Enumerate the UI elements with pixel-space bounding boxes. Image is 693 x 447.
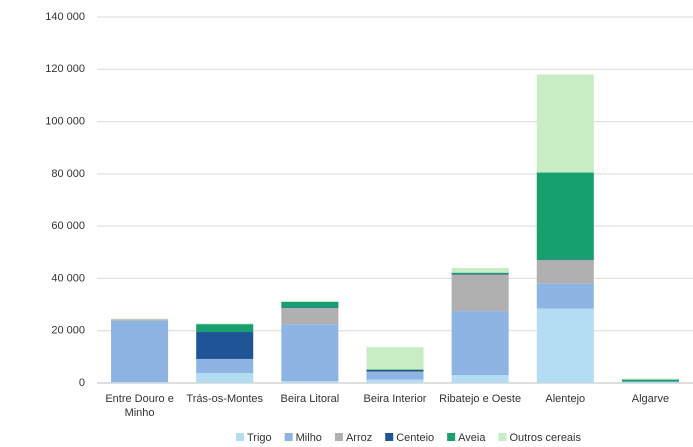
y-tick-label: 140 000 <box>45 11 85 23</box>
bar-segment <box>366 379 424 383</box>
bar-segment <box>281 307 339 325</box>
legend-swatch <box>284 433 293 441</box>
x-tick-label: Ribatejo e Oeste <box>439 393 522 405</box>
bar-segment <box>536 172 594 260</box>
bar-segment <box>536 308 594 383</box>
y-tick-label: 0 <box>79 377 85 389</box>
bar-segment <box>451 375 509 383</box>
y-tick-label: 20 000 <box>51 325 85 337</box>
y-tick-label: 120 000 <box>45 63 85 75</box>
legend-swatch <box>334 433 343 441</box>
y-tick-label: 60 000 <box>51 220 85 232</box>
legend-swatch <box>498 433 507 441</box>
bar-segment <box>196 324 254 333</box>
bar-segment <box>621 379 679 382</box>
legend-label: Trigo <box>247 432 272 444</box>
bar-segment <box>621 378 679 380</box>
legend-label: Centeio <box>396 432 434 444</box>
x-tick-label: Beira Litoral <box>280 393 340 405</box>
bar-segment <box>366 372 424 380</box>
bar-segment <box>366 369 424 372</box>
x-tick-label: Entre Douro e Minho <box>105 393 174 419</box>
bar-segment <box>366 371 424 373</box>
bar-segment <box>281 301 339 308</box>
bar-segment <box>196 373 254 383</box>
bar-segment <box>281 300 339 302</box>
bar-segment <box>536 74 594 173</box>
bar-segment <box>366 369 424 370</box>
bar-segment <box>536 283 594 309</box>
y-tick-label: 40 000 <box>51 272 85 284</box>
bar-segment <box>536 259 594 261</box>
legend-swatch <box>447 433 456 441</box>
x-tick-label: Algarve <box>631 393 670 405</box>
bar-segment <box>281 324 339 382</box>
bar-segment <box>451 273 509 275</box>
bar-segment <box>366 347 424 370</box>
legend-label: Arroz <box>346 432 372 444</box>
bar-segment <box>196 358 254 374</box>
bar-segment <box>451 267 509 273</box>
legend-swatch <box>385 433 394 441</box>
bar-segment <box>111 320 169 383</box>
bar-segment <box>196 332 254 359</box>
x-tick-label: Trás-os-Montes <box>186 393 264 405</box>
bar-segment <box>451 274 509 312</box>
bar-segment <box>281 381 339 383</box>
bar-segment <box>451 272 509 274</box>
bar-segment <box>196 323 254 325</box>
bar-segment <box>111 319 169 321</box>
bar-segment <box>111 318 169 320</box>
y-tick-label: 80 000 <box>51 168 85 180</box>
legend-swatch <box>235 433 244 441</box>
bar-segment <box>536 260 594 284</box>
legend-label: Aveia <box>458 432 486 444</box>
bar-segment <box>621 381 679 383</box>
y-tick-label: 100 000 <box>45 115 85 127</box>
bar-segment <box>451 311 509 376</box>
x-tick-label: Beira Interior <box>363 393 427 405</box>
bar-segment <box>111 382 169 383</box>
x-tick-label: Alentejo <box>545 393 586 405</box>
legend-label: Milho <box>296 432 322 444</box>
bar-segment <box>281 307 339 308</box>
legend-label: Outros cereais <box>509 432 581 444</box>
bar-segment <box>621 382 679 383</box>
